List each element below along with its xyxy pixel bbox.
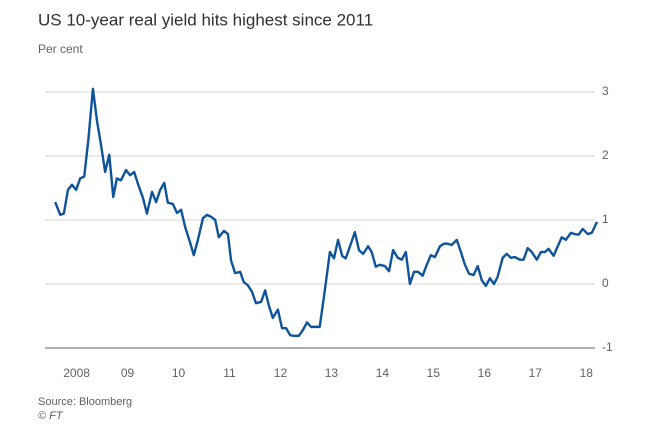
x-tick-label: 14 [376,366,390,380]
data-line [54,87,599,338]
chart-subtitle: Per cent [38,42,83,56]
y-tick-label: 2 [602,148,609,162]
x-tick-label: 18 [580,366,594,380]
y-tick-label: 1 [602,212,609,226]
y-tick-label: -1 [602,340,613,354]
x-tick-label: 11 [223,366,236,380]
y-tick-label: 3 [602,84,609,98]
x-tick-label: 09 [121,366,135,380]
credit: © FT [38,410,64,422]
x-tick-label: 17 [529,366,543,380]
x-tick-label: 12 [274,366,288,380]
x-tick-label: 2008 [63,366,90,380]
chart-title: US 10-year real yield hits highest since… [38,10,373,29]
x-tick-label: 13 [325,366,339,380]
y-tick-label: 0 [602,276,609,290]
x-tick-label: 15 [427,366,441,380]
x-tick-label: 16 [478,366,492,380]
source: Source: Bloomberg [38,396,132,408]
x-tick-label: 10 [172,366,186,380]
